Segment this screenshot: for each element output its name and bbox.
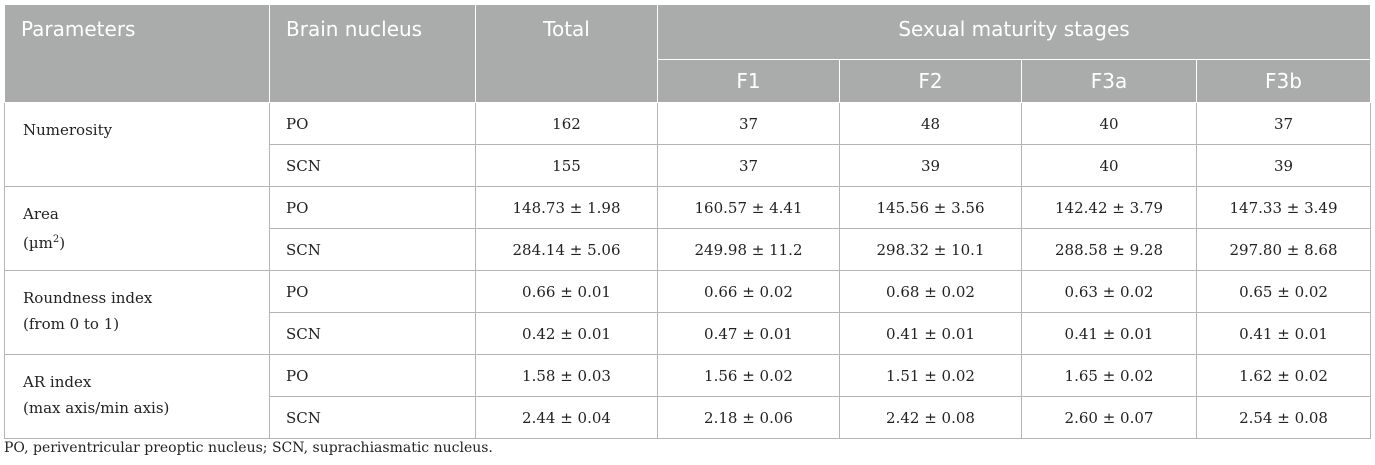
value-cell: 1.65 ± 0.02 <box>1021 354 1197 397</box>
header-stage-f3a: F3a <box>1021 59 1197 103</box>
param-name: Numerosity <box>23 121 113 139</box>
nucleus-cell: PO <box>269 102 476 145</box>
param-name: AR index <box>23 373 92 391</box>
table-row: AR index (max axis/min axis) PO 1.58 ± 0… <box>4 354 1372 439</box>
value-cell: 0.41 ± 0.01 <box>839 312 1022 355</box>
nucleus-cell: SCN <box>269 144 476 187</box>
nucleus-cell: PO <box>269 270 476 313</box>
value-cell: 1.62 ± 0.02 <box>1195 354 1372 397</box>
value-cell: 284.14 ± 5.06 <box>475 228 658 271</box>
value-cell: 0.63 ± 0.02 <box>1021 270 1197 313</box>
table-row: SCN 284.14 ± 5.06 249.98 ± 11.2 298.32 ±… <box>5 228 1372 271</box>
header-parameters: Parameters <box>4 4 270 103</box>
value-cell: 0.41 ± 0.01 <box>1021 312 1197 355</box>
header-stage-f1: F1 <box>657 59 840 103</box>
value-cell: 1.51 ± 0.02 <box>839 354 1022 397</box>
value-cell: 39 <box>1195 144 1372 187</box>
header-stage-f2: F2 <box>839 59 1022 103</box>
value-cell: 0.65 ± 0.02 <box>1195 270 1372 313</box>
param-name: Roundness index <box>23 289 153 307</box>
nucleus-cell: SCN <box>269 396 476 439</box>
value-cell: 288.58 ± 9.28 <box>1021 228 1197 271</box>
value-cell: 1.56 ± 0.02 <box>657 354 840 397</box>
header-brain-nucleus: Brain nucleus <box>269 4 476 103</box>
value-cell: 145.56 ± 3.56 <box>839 186 1022 229</box>
param-detail: (from 0 to 1) <box>23 315 120 333</box>
header-stage-f3b: F3b <box>1195 59 1372 103</box>
table-row: SCN 155 37 39 40 39 <box>5 144 1372 187</box>
nucleus-cell: SCN <box>269 312 476 355</box>
nucleus-cell: PO <box>269 186 476 229</box>
value-cell: 2.42 ± 0.08 <box>839 396 1022 439</box>
value-cell: 0.41 ± 0.01 <box>1195 312 1372 355</box>
header-total: Total <box>475 4 658 103</box>
value-cell: 40 <box>1021 144 1197 187</box>
value-cell: 0.42 ± 0.01 <box>475 312 658 355</box>
value-cell: 147.33 ± 3.49 <box>1195 186 1372 229</box>
table-footnote: PO, periventricular preoptic nucleus; SC… <box>4 440 493 456</box>
value-cell: 0.66 ± 0.02 <box>657 270 840 313</box>
value-cell: 148.73 ± 1.98 <box>475 186 658 229</box>
value-cell: 48 <box>839 102 1022 145</box>
table-container: Parameters Brain nucleus Total Sexual ma… <box>4 4 1372 439</box>
value-cell: 0.47 ± 0.01 <box>657 312 840 355</box>
value-cell: 249.98 ± 11.2 <box>657 228 840 271</box>
table-row: Area (µm2) PO 148.73 ± 1.98 160.57 ± 4.4… <box>4 186 1372 271</box>
value-cell: 37 <box>657 144 840 187</box>
param-name: Area <box>23 205 59 223</box>
param-cell: Roundness index (from 0 to 1) <box>4 270 270 355</box>
value-cell: 37 <box>1195 102 1372 145</box>
value-cell: 2.44 ± 0.04 <box>475 396 658 439</box>
value-cell: 162 <box>475 102 658 145</box>
param-unit-close: ) <box>59 234 66 252</box>
table-row: Roundness index (from 0 to 1) PO 0.66 ± … <box>4 270 1372 355</box>
value-cell: 142.42 ± 3.79 <box>1021 186 1197 229</box>
value-cell: 2.54 ± 0.08 <box>1195 396 1372 439</box>
value-cell: 298.32 ± 10.1 <box>839 228 1022 271</box>
param-cell: Numerosity <box>4 102 270 187</box>
table-row: SCN 2.44 ± 0.04 2.18 ± 0.06 2.42 ± 0.08 … <box>5 396 1372 439</box>
value-cell: 0.68 ± 0.02 <box>839 270 1022 313</box>
value-cell: 39 <box>839 144 1022 187</box>
value-cell: 2.18 ± 0.06 <box>657 396 840 439</box>
param-cell: AR index (max axis/min axis) <box>4 354 270 439</box>
nucleus-cell: SCN <box>269 228 476 271</box>
param-detail: (max axis/min axis) <box>23 399 170 417</box>
value-cell: 2.60 ± 0.07 <box>1021 396 1197 439</box>
data-table: Parameters Brain nucleus Total Sexual ma… <box>4 4 1372 439</box>
value-cell: 155 <box>475 144 658 187</box>
value-cell: 0.66 ± 0.01 <box>475 270 658 313</box>
value-cell: 40 <box>1021 102 1197 145</box>
value-cell: 1.58 ± 0.03 <box>475 354 658 397</box>
value-cell: 37 <box>657 102 840 145</box>
table-row: Numerosity PO 162 37 48 40 37 <box>4 102 1372 187</box>
value-cell: 160.57 ± 4.41 <box>657 186 840 229</box>
value-cell: 297.80 ± 8.68 <box>1195 228 1372 271</box>
param-cell: Area (µm2) <box>4 186 270 271</box>
nucleus-cell: PO <box>269 354 476 397</box>
header-sexual-maturity-stages: Sexual maturity stages <box>656 4 1372 60</box>
param-unit: (µm <box>23 234 53 252</box>
param-unit-exponent: 2 <box>52 234 60 245</box>
